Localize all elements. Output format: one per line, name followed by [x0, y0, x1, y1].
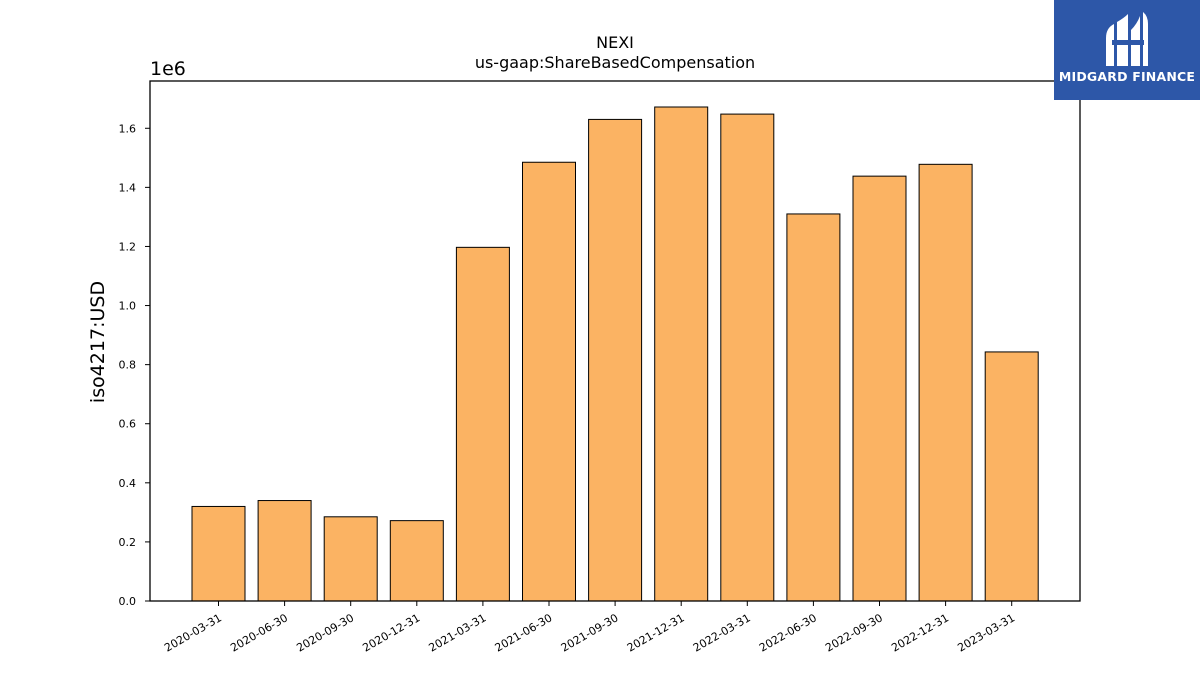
chart-subtitle: us-gaap:ShareBasedCompensation — [475, 53, 755, 72]
x-tick-label: 2020-12-31 — [360, 611, 422, 654]
plot-frame — [149, 80, 1081, 602]
y-ticks: 0.0 0.2 0.4 0.6 0.8 1.0 1.2 1.4 1.6 — [119, 122, 150, 608]
bar-2021-06-30 — [522, 161, 576, 602]
midgard-logo-icon — [1106, 12, 1148, 66]
logo-text: MIDGARD FINANCE — [1058, 69, 1196, 84]
y-tick-label: 0.0 — [119, 595, 137, 608]
x-tick-label: 2020-09-30 — [294, 611, 356, 654]
bars-layer — [191, 106, 1039, 602]
x-tick-label: 2022-12-31 — [889, 611, 951, 654]
bar-2020-12-31 — [389, 520, 444, 602]
bar-2023-03-31 — [984, 351, 1039, 602]
bar-2021-03-31 — [455, 246, 510, 602]
x-tick-label: 2022-03-31 — [691, 611, 753, 654]
bar-2022-09-30 — [852, 175, 907, 602]
bar-2021-09-30 — [588, 118, 643, 602]
y-tick-label: 1.0 — [119, 300, 137, 313]
y-tick-label: 0.2 — [119, 536, 137, 549]
bar-2022-12-31 — [918, 163, 973, 602]
x-tick-label: 2021-03-31 — [427, 611, 489, 654]
y-tick-label: 1.2 — [119, 240, 137, 253]
y-tick-label: 0.4 — [119, 477, 137, 490]
y-tick-label: 1.6 — [119, 122, 137, 135]
y-tick-label: 0.8 — [119, 359, 137, 372]
y-offset-label: 1e6 — [150, 58, 186, 80]
x-tick-label: 2021-06-30 — [493, 611, 555, 654]
bar-2020-06-30 — [257, 500, 312, 602]
x-tick-label: 2022-06-30 — [757, 611, 819, 654]
bar-2020-09-30 — [323, 516, 378, 602]
bar-2022-03-31 — [720, 113, 775, 602]
y-axis-label: iso4217:USD — [87, 281, 109, 403]
bar-2021-12-31 — [654, 106, 709, 602]
midgard-finance-logo: MIDGARD FINANCE — [1054, 0, 1200, 100]
x-tick-label: 2020-03-31 — [162, 611, 224, 654]
y-tick-label: 0.6 — [119, 418, 137, 431]
chart-title: NEXI — [596, 33, 634, 52]
x-tick-label: 2021-12-31 — [625, 611, 687, 654]
x-tick-label: 2020-06-30 — [228, 611, 290, 654]
y-tick-label: 1.4 — [119, 181, 137, 194]
bar-2020-03-31 — [191, 505, 246, 602]
x-tick-label: 2022-09-30 — [823, 611, 885, 654]
x-ticks: 2020-03-31 2020-06-30 2020-09-30 2020-12-31… — [162, 601, 1017, 655]
x-tick-label: 2023-03-31 — [955, 611, 1017, 654]
x-tick-label: 2021-09-30 — [559, 611, 621, 654]
bar-2022-06-30 — [786, 213, 841, 602]
